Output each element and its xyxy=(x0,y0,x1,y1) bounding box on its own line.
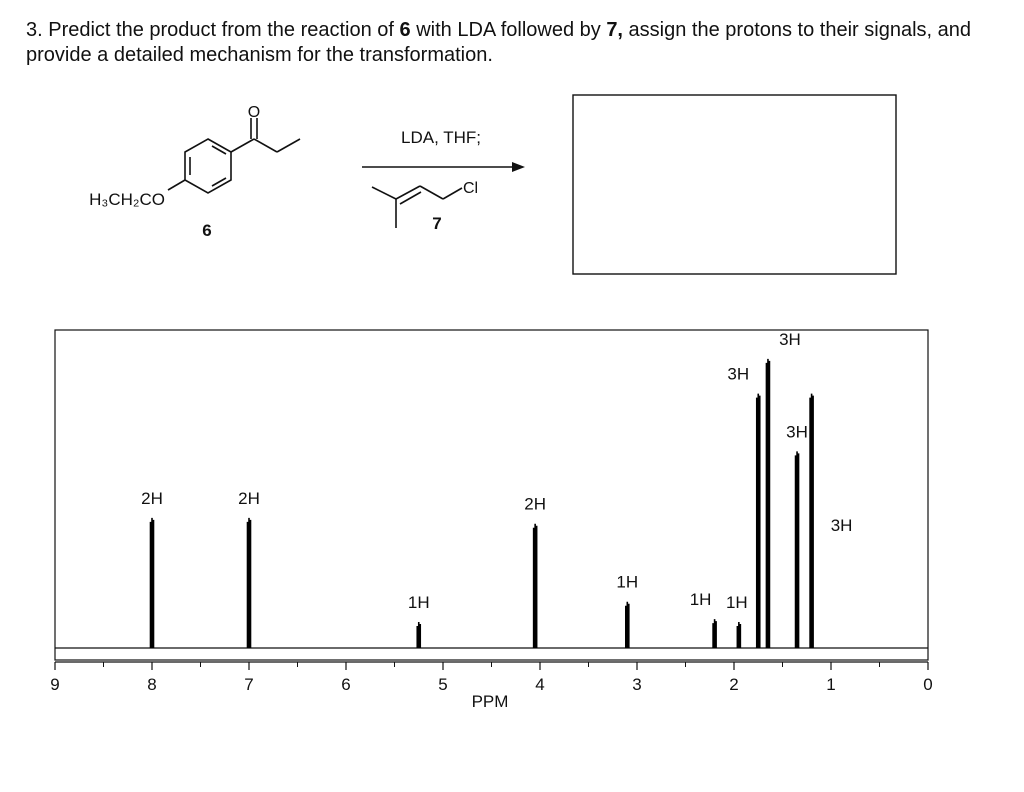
question-text: assign the protons to their signals, and… xyxy=(26,19,971,66)
peak xyxy=(625,601,630,648)
arrow-head xyxy=(512,162,525,172)
peak xyxy=(794,451,800,648)
peak xyxy=(416,621,422,648)
x-tick-label: 0 xyxy=(923,675,932,694)
bond xyxy=(211,145,227,155)
question: 3. Predict the product from the reaction… xyxy=(26,18,986,68)
compound-ref: 7, xyxy=(606,19,623,41)
question-text: 3. Predict the product from the reaction… xyxy=(26,19,400,41)
integration-label: 3H xyxy=(727,365,749,384)
bond xyxy=(399,191,422,205)
peak xyxy=(736,621,742,648)
integration-label: 2H xyxy=(238,489,260,508)
compound-ref: 6 xyxy=(399,19,411,41)
x-axis-label: PPM xyxy=(472,692,509,711)
bond xyxy=(253,138,278,153)
compound-label: 6 xyxy=(202,221,211,240)
molecule-6 xyxy=(167,118,301,194)
integration-label: 2H xyxy=(141,489,163,508)
answer-box xyxy=(572,94,897,275)
benzene-ring xyxy=(184,138,232,194)
conditions: LDA, THF; xyxy=(401,128,481,147)
x-tick-label: 5 xyxy=(438,675,447,694)
peak xyxy=(246,517,252,648)
bond xyxy=(395,185,421,200)
x-tick-label: 8 xyxy=(147,675,156,694)
bond xyxy=(211,177,227,187)
bond xyxy=(167,179,186,191)
x-tick-label: 2 xyxy=(729,675,738,694)
peak xyxy=(149,517,155,648)
spectrum-frame xyxy=(54,329,929,661)
x-tick-label: 7 xyxy=(244,675,253,694)
bond xyxy=(230,138,255,153)
molecule-7 xyxy=(371,185,463,228)
bond xyxy=(371,186,397,200)
substituent-label: H₃CH₂CO xyxy=(89,190,165,209)
bond xyxy=(276,138,301,153)
x-tick-label: 4 xyxy=(535,675,544,694)
bond xyxy=(419,185,444,200)
integration-label: 1H xyxy=(408,593,430,612)
integration-label: 1H xyxy=(726,593,748,612)
integration-label: 1H xyxy=(690,590,712,609)
question-text: with LDA followed by xyxy=(410,19,607,41)
peak xyxy=(532,523,538,648)
integration-label: 1H xyxy=(616,573,638,592)
integration-label: 3H xyxy=(779,330,801,349)
atom-label: Cl xyxy=(463,180,478,197)
compound-label: 7 xyxy=(432,214,441,233)
x-tick-label: 3 xyxy=(632,675,641,694)
peak xyxy=(755,393,761,648)
integration-label: 3H xyxy=(831,516,853,535)
atom-label: O xyxy=(248,104,260,121)
integration-label: 2H xyxy=(524,495,546,514)
peak xyxy=(765,358,771,648)
bond xyxy=(442,187,463,200)
integration-label: 3H xyxy=(786,422,808,441)
x-tick-label: 6 xyxy=(341,675,350,694)
peak xyxy=(712,619,717,648)
x-tick-label: 1 xyxy=(826,675,835,694)
peak xyxy=(809,393,814,648)
x-tick-label: 9 xyxy=(50,675,59,694)
